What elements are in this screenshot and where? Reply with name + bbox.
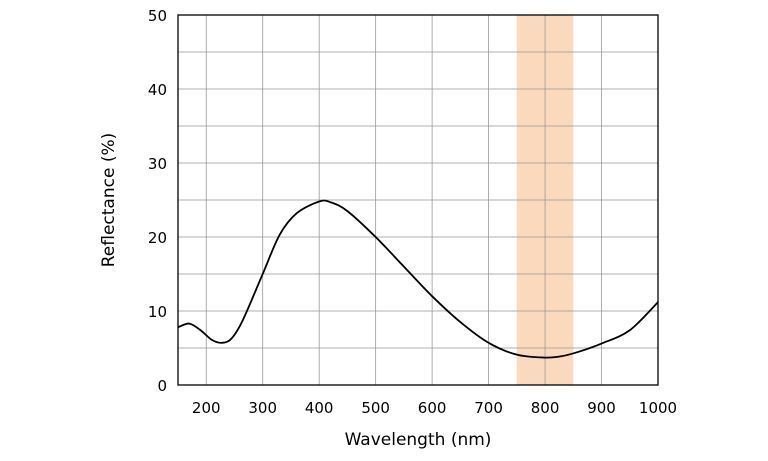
x-tick-label: 200: [192, 399, 221, 417]
y-tick-label: 30: [148, 155, 167, 173]
x-tick-label: 900: [587, 399, 616, 417]
x-tick-label: 300: [248, 399, 277, 417]
reflectance-line: [177, 199, 659, 359]
y-tick-label: 20: [148, 229, 167, 247]
y-tick-label: 0: [157, 377, 167, 395]
x-tick-label: 1000: [639, 399, 677, 417]
y-tick-label: 50: [148, 7, 167, 25]
x-tick-label: 400: [305, 399, 334, 417]
x-tick-label: 500: [361, 399, 390, 417]
x-axis-label: Wavelength (nm): [345, 430, 492, 450]
x-tick-label: 800: [531, 399, 560, 417]
y-axis-label: Reflectance (%): [99, 133, 119, 268]
y-tick-label: 40: [148, 81, 167, 99]
x-tick-label: 600: [418, 399, 447, 417]
y-tick-label: 10: [148, 303, 167, 321]
plot-frame: [177, 14, 659, 386]
x-tick-label: 700: [474, 399, 503, 417]
